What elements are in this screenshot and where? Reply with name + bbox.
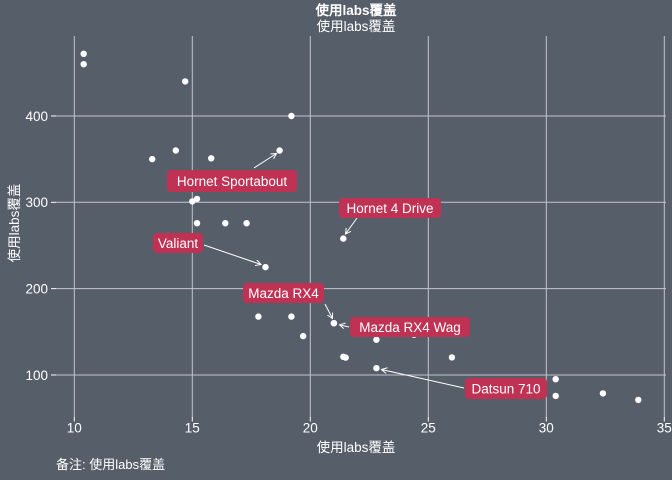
label-arrow <box>253 154 277 169</box>
point-label: Datsun 710 <box>465 378 547 399</box>
data-point <box>448 354 456 361</box>
point-label: Valiant <box>153 233 203 253</box>
y-tick-label: 200 <box>25 281 48 296</box>
label-arrow <box>203 244 261 265</box>
y-axis-title: 使用labs覆盖 <box>7 183 22 263</box>
data-point <box>552 376 559 383</box>
data-point <box>373 364 380 372</box>
data-point <box>189 198 196 205</box>
point-label-text: Valiant <box>158 236 199 251</box>
point-label-text: Mazda RX4 <box>248 286 319 301</box>
chart-title: 使用labs覆盖 <box>315 3 397 18</box>
data-point <box>182 78 189 85</box>
data-point <box>552 392 559 400</box>
x-tick-label: 15 <box>185 421 200 436</box>
data-point <box>222 220 229 227</box>
point-label-box <box>339 198 441 218</box>
x-axis-title: 使用labs覆盖 <box>316 440 396 455</box>
x-tick-label: 10 <box>67 421 82 436</box>
x-tick-label: 20 <box>303 421 318 436</box>
point-label-box <box>167 170 297 192</box>
label-arrow <box>340 325 350 327</box>
data-point <box>340 353 347 360</box>
point-label-box <box>350 317 470 337</box>
data-point <box>330 320 338 327</box>
data-point <box>288 313 295 320</box>
point-label-text: Hornet Sportabout <box>177 174 288 189</box>
data-point <box>193 220 201 227</box>
data-point <box>208 155 215 162</box>
x-tick-label: 35 <box>657 421 672 436</box>
data-point <box>149 155 156 163</box>
data-point <box>373 336 380 343</box>
point-label: Hornet Sportabout <box>167 170 297 192</box>
y-tick-label: 300 <box>25 195 48 210</box>
data-point <box>193 195 201 203</box>
point-label-text: Hornet 4 Drive <box>346 201 433 216</box>
data-point <box>276 147 283 154</box>
data-point <box>243 220 250 227</box>
data-point <box>599 390 607 397</box>
label-arrow <box>324 303 333 319</box>
y-tick-label: 100 <box>25 368 48 383</box>
data-point <box>300 332 307 340</box>
x-tick-label: 30 <box>539 421 554 436</box>
data-point <box>262 263 269 271</box>
point-label: Hornet 4 Drive <box>339 198 441 218</box>
point-label-box <box>465 378 547 399</box>
data-point <box>80 50 87 57</box>
chart-subtitle: 使用labs覆盖 <box>316 19 396 34</box>
data-point <box>255 313 262 320</box>
data-point <box>80 60 87 68</box>
label-arrow <box>346 217 358 234</box>
point-label: Mazda RX4 <box>243 283 324 303</box>
point-label-text: Datsun 710 <box>471 381 540 396</box>
data-point <box>635 396 642 404</box>
label-arrow <box>382 370 465 389</box>
point-label: Mazda RX4 Wag <box>350 317 470 337</box>
point-label-text: Mazda RX4 Wag <box>359 320 461 335</box>
point-label-box <box>243 283 324 303</box>
data-point <box>172 147 179 154</box>
data-point <box>288 112 295 120</box>
x-tick-label: 25 <box>421 421 436 436</box>
point-label-box <box>153 233 203 253</box>
chart-caption: 备注: 使用labs覆盖 <box>56 457 166 472</box>
y-tick-label: 400 <box>25 109 48 124</box>
data-point <box>340 235 347 242</box>
